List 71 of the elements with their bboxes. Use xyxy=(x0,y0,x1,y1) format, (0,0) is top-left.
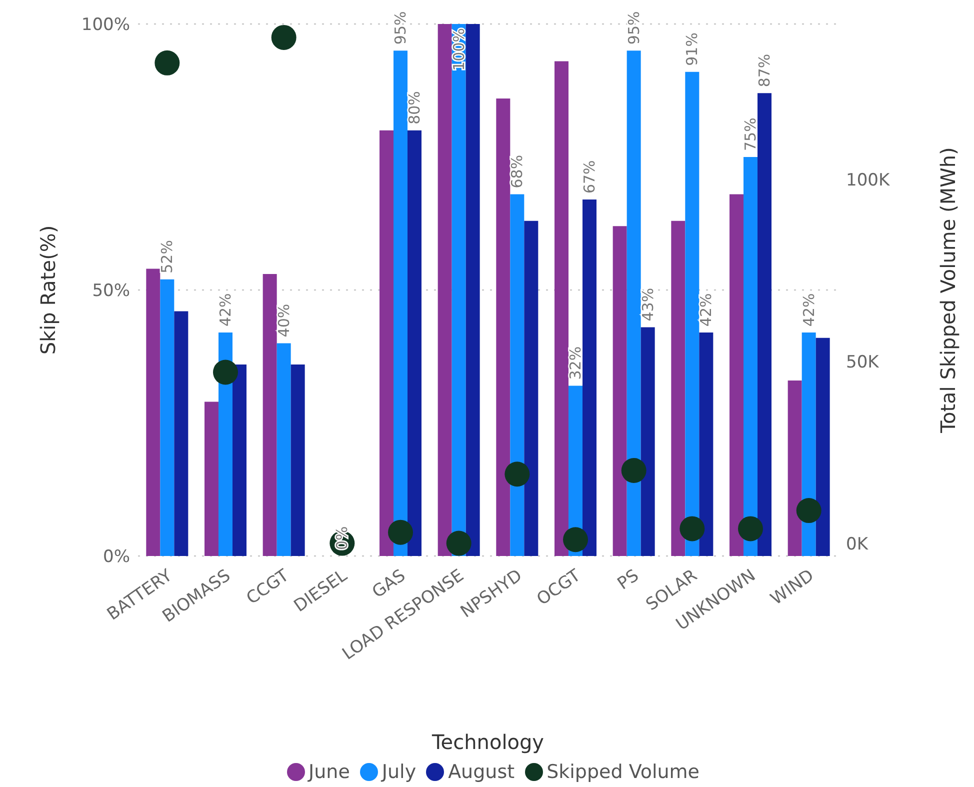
y2-tick-label: 50K xyxy=(846,352,880,372)
y-tick-label: 50% xyxy=(92,281,130,302)
data-label: 52% xyxy=(158,240,176,274)
point xyxy=(621,458,646,483)
y2-tick-label: 100K xyxy=(846,170,890,190)
data-label: 43% xyxy=(638,288,657,322)
bar xyxy=(626,50,641,556)
data-label: 32% xyxy=(566,346,584,380)
bar xyxy=(730,194,744,556)
data-label: 95% xyxy=(624,11,643,45)
data-label: 67% xyxy=(580,160,598,194)
bar xyxy=(174,311,188,556)
bar xyxy=(276,343,291,556)
data-label: 0% xyxy=(333,526,352,550)
point xyxy=(563,527,588,552)
data-label: 42% xyxy=(800,293,818,327)
bar xyxy=(699,332,714,556)
y-tick-label: 100% xyxy=(81,15,130,36)
point xyxy=(504,462,530,487)
bar xyxy=(554,61,568,556)
legend-label: August xyxy=(448,761,515,783)
data-label: 68% xyxy=(508,154,526,188)
bar xyxy=(160,279,174,556)
data-label: 40% xyxy=(274,304,293,338)
point xyxy=(796,498,822,524)
point xyxy=(271,24,296,50)
data-label: 42% xyxy=(697,293,716,327)
point xyxy=(388,520,413,545)
point xyxy=(738,516,763,542)
legend-label: July xyxy=(382,761,416,783)
data-label: 87% xyxy=(756,54,774,88)
bar xyxy=(582,200,596,556)
bar xyxy=(408,130,422,556)
point xyxy=(154,50,180,76)
bar xyxy=(524,220,538,556)
bar xyxy=(466,24,480,556)
data-label: 75% xyxy=(742,118,760,151)
bar xyxy=(685,72,700,556)
bar xyxy=(640,327,655,556)
bar xyxy=(816,338,830,556)
bar xyxy=(204,402,218,556)
y2-axis-title: Total Skipped Volume (MWh) xyxy=(936,147,960,434)
bar xyxy=(788,380,802,556)
legend-label: Skipped Volume xyxy=(546,761,700,783)
bar xyxy=(380,130,394,556)
y2-tick-label: 0K xyxy=(846,534,869,554)
data-label: 42% xyxy=(216,293,234,327)
bar xyxy=(496,98,510,556)
point xyxy=(213,360,238,385)
bar xyxy=(671,220,686,556)
bar xyxy=(290,364,305,556)
data-label: 91% xyxy=(683,32,702,66)
bar xyxy=(438,24,452,556)
bar xyxy=(744,157,758,556)
x-tick-label: PS xyxy=(614,566,643,594)
point xyxy=(680,516,705,542)
legend-label: June xyxy=(308,761,350,783)
bar xyxy=(394,50,408,556)
point xyxy=(446,530,472,556)
bar xyxy=(612,226,627,556)
data-label: 100% xyxy=(450,28,468,71)
data-label: 80% xyxy=(406,91,424,124)
y-axis-title: Skip Rate(%) xyxy=(36,225,60,355)
data-label: 95% xyxy=(392,11,410,45)
bar xyxy=(758,93,772,556)
y-tick-label: 0% xyxy=(103,547,130,568)
bar xyxy=(146,268,160,556)
bar xyxy=(510,194,524,556)
bar xyxy=(262,274,277,556)
x-axis-title: Technology xyxy=(430,730,544,754)
bar xyxy=(232,364,246,556)
